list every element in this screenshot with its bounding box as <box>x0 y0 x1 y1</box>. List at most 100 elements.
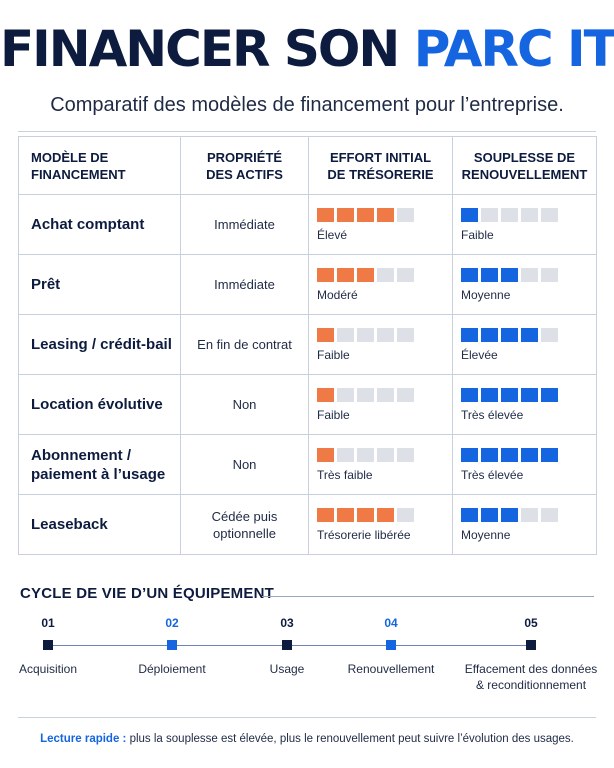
meter-segment <box>541 327 558 342</box>
model-name: Leasing / crédit-bail <box>18 314 181 375</box>
meter-segment <box>461 327 478 342</box>
meter-segment <box>357 447 374 462</box>
meter-segment <box>501 387 518 402</box>
flexibility-label: Moyenne <box>461 287 511 302</box>
flexibility-label: Élevée <box>461 347 498 362</box>
flexibility-label: Très élevée <box>461 467 524 482</box>
step-label: Usage <box>269 662 305 676</box>
flexibility-meter <box>461 507 596 522</box>
meter-segment <box>397 267 414 282</box>
model-name: Abonnement / paiement à l’usage <box>18 434 181 495</box>
step-marker <box>386 640 396 650</box>
cash-effort-label: Faible <box>317 407 350 422</box>
flexibility-cell: Très élevée <box>452 374 597 435</box>
step-marker <box>282 640 292 650</box>
meter-segment <box>377 447 394 462</box>
step-number: 03 <box>280 616 294 630</box>
asset-ownership: Immédiate <box>180 194 309 255</box>
table-row: Leasing / crédit-bail En fin de contrat Fa… <box>18 314 597 375</box>
asset-ownership: Non <box>180 374 309 435</box>
step-label: Effacement des données & reconditionnemen… <box>464 662 598 692</box>
meter-segment <box>461 387 478 402</box>
flexibility-cell: Moyenne <box>452 254 597 315</box>
meter-segment <box>461 267 478 282</box>
meter-segment <box>501 327 518 342</box>
meter-segment <box>397 507 414 522</box>
asset-ownership: Cédée puis optionnelle <box>180 494 309 555</box>
meter-segment <box>377 327 394 342</box>
flexibility-meter <box>461 327 596 342</box>
meter-segment <box>317 447 334 462</box>
step-marker <box>43 640 53 650</box>
flexibility-label: Moyenne <box>461 527 511 542</box>
step-marker <box>167 640 177 650</box>
page-subtitle: Comparatif des modèles de financement po… <box>50 94 564 116</box>
cash-effort-label: Élevé <box>317 227 348 242</box>
meter-segment <box>377 387 394 402</box>
meter-segment <box>501 507 518 522</box>
meter-segment <box>377 207 394 222</box>
step-marker <box>526 640 536 650</box>
divider <box>262 596 594 597</box>
meter-segment <box>397 207 414 222</box>
meter-segment <box>521 387 538 402</box>
header-model: MODÈLE DE FINANCEMENT <box>18 136 181 195</box>
flexibility-meter <box>461 207 596 222</box>
divider <box>18 131 596 132</box>
header-renewal-flexibility: SOUPLESSE DE RENOUVELLEMENT <box>452 136 597 195</box>
cash-effort-label: Modéré <box>317 287 358 302</box>
meter-segment <box>317 507 334 522</box>
step-label: Déploiement <box>138 662 206 676</box>
step-label: Acquisition <box>18 662 78 676</box>
meter-segment <box>337 447 354 462</box>
meter-segment <box>481 387 498 402</box>
page-title: FINANCER SON PARC IT <box>0 18 614 80</box>
table-row: Abonnement / paiement à l’usage Non Très fa… <box>18 434 597 495</box>
flexibility-cell: Élevée <box>452 314 597 375</box>
meter-segment <box>521 447 538 462</box>
meter-segment <box>501 267 518 282</box>
cash-effort-cell: Trésorerie libérée <box>308 494 453 555</box>
flexibility-meter <box>461 267 596 282</box>
meter-segment <box>317 387 334 402</box>
table-row: Prêt Immédiate Modéré Moyenne <box>18 254 597 315</box>
meter-segment <box>521 507 538 522</box>
meter-segment <box>397 387 414 402</box>
asset-ownership: En fin de contrat <box>180 314 309 375</box>
asset-ownership: Non <box>180 434 309 495</box>
cash-effort-meter <box>317 507 452 522</box>
cash-effort-cell: Très faible <box>308 434 453 495</box>
meter-segment <box>317 267 334 282</box>
model-name: Prêt <box>18 254 181 315</box>
divider <box>18 717 596 718</box>
flexibility-label: Faible <box>461 227 494 242</box>
meter-segment <box>501 207 518 222</box>
model-name: Leaseback <box>18 494 181 555</box>
header-ownership: PROPRIÉTÉ DES ACTIFS <box>180 136 309 195</box>
meter-segment <box>397 327 414 342</box>
meter-segment <box>461 207 478 222</box>
meter-segment <box>541 207 558 222</box>
meter-segment <box>521 207 538 222</box>
flexibility-meter <box>461 387 596 402</box>
note-text: plus la souplesse est élevée, plus le re… <box>126 733 574 745</box>
table-row: Leaseback Cédée puis optionnelle Trésorerie… <box>18 494 597 555</box>
flexibility-cell: Faible <box>452 194 597 255</box>
meter-segment <box>337 267 354 282</box>
title-part-2: PARC IT <box>413 20 614 78</box>
step-number: 01 <box>41 616 55 630</box>
meter-segment <box>377 507 394 522</box>
meter-segment <box>317 327 334 342</box>
flexibility-cell: Moyenne <box>452 494 597 555</box>
meter-segment <box>337 507 354 522</box>
meter-segment <box>481 207 498 222</box>
meter-segment <box>541 267 558 282</box>
meter-segment <box>501 447 518 462</box>
flexibility-meter <box>461 447 596 462</box>
table-row: Achat comptant Immédiate Élevé Faible <box>18 194 597 255</box>
cash-effort-cell: Faible <box>308 314 453 375</box>
meter-segment <box>541 387 558 402</box>
meter-segment <box>317 207 334 222</box>
meter-segment <box>481 447 498 462</box>
cash-effort-meter <box>317 327 452 342</box>
